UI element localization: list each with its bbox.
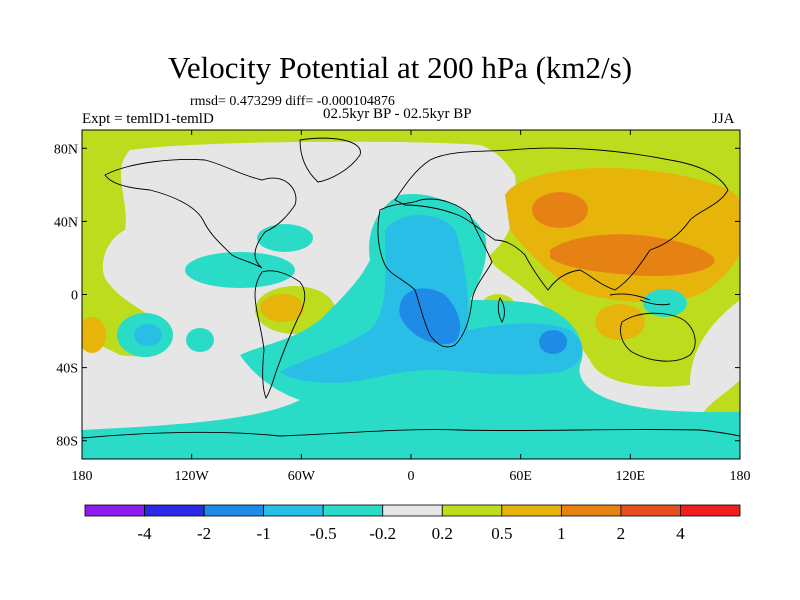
negative-strong-africa bbox=[399, 288, 461, 345]
colorbar-label: 4 bbox=[676, 524, 685, 543]
north-america-outline bbox=[104, 159, 297, 269]
positive-strong-asia bbox=[550, 234, 715, 277]
lon-tick-label: 120E bbox=[616, 469, 646, 484]
plot-title: Velocity Potential at 200 hPa (km2/s) bbox=[167, 50, 633, 85]
colorbar-swatch bbox=[84, 504, 145, 517]
greenland-outline bbox=[299, 137, 361, 183]
antarctica-outline bbox=[82, 428, 740, 439]
colorbar: -4 -2 -1 -0.5 -0.2 0.2 0.5 1 2 4 bbox=[84, 504, 741, 543]
lon-tick-label: 60W bbox=[288, 469, 316, 484]
eurasia-outline bbox=[394, 147, 729, 291]
period-label: 02.5kyr BP - 02.5kyr BP bbox=[323, 106, 472, 122]
colorbar-swatch bbox=[441, 504, 503, 517]
positive-strong-regions bbox=[532, 192, 715, 277]
colorbar-swatch bbox=[322, 504, 384, 517]
australia-outline bbox=[620, 312, 696, 362]
colorbar-label: 0.2 bbox=[432, 524, 453, 543]
colorbar-label: -0.2 bbox=[369, 524, 396, 543]
lon-tick-label: 120W bbox=[175, 469, 210, 484]
negative-weak-maritime bbox=[643, 289, 687, 317]
contour-field bbox=[82, 130, 740, 459]
lat-tick-label: 40S bbox=[56, 362, 78, 377]
colorbar-label: -1 bbox=[257, 524, 271, 543]
negative-weak-caribbean bbox=[257, 224, 313, 252]
positive-mid-south-america bbox=[260, 294, 304, 322]
africa-outline bbox=[377, 198, 493, 348]
lon-tick-label: 60E bbox=[509, 469, 532, 484]
lat-tick-label: 40N bbox=[54, 215, 78, 230]
lon-tick-label: 0 bbox=[408, 469, 415, 484]
season-label: JJA bbox=[712, 111, 735, 127]
maritime-continent-outline bbox=[609, 293, 671, 306]
colorbar-label: 1 bbox=[557, 524, 566, 543]
colorbar-swatch bbox=[680, 504, 741, 517]
colorbar-swatch bbox=[560, 504, 622, 517]
colorbar-label: 2 bbox=[617, 524, 626, 543]
colorbar-swatch bbox=[263, 504, 324, 517]
axis-ticks bbox=[81, 130, 741, 459]
colorbar-label: 0.5 bbox=[491, 524, 512, 543]
colorbar-label: -0.5 bbox=[310, 524, 337, 543]
positive-strong-central-asia bbox=[532, 192, 588, 228]
negative-mid-pacific-south bbox=[134, 324, 162, 346]
negative-weak-pacific-east bbox=[185, 252, 295, 288]
lon-tick-label: 180 bbox=[730, 469, 751, 484]
negative-weak-pacific-small bbox=[186, 328, 214, 352]
colorbar-label: -4 bbox=[137, 524, 152, 543]
colorbar-swatch bbox=[620, 504, 681, 517]
colorbar-swatch bbox=[203, 504, 265, 517]
colorbar-label: -2 bbox=[197, 524, 211, 543]
lat-tick-label: 80N bbox=[54, 142, 78, 157]
colorbar-swatch bbox=[501, 504, 562, 517]
stats-line: rmsd= 0.473299 diff= -0.000104876 bbox=[190, 94, 395, 109]
negative-strong-indian-ocean bbox=[539, 330, 567, 354]
positive-mid-indian-ocean bbox=[595, 304, 645, 340]
colorbar-swatch bbox=[144, 504, 205, 517]
lat-tick-label: 0 bbox=[71, 289, 78, 304]
axis-labels: 180 120W 60W 0 60E 120E 180 80N 40N 0 40S 80S bbox=[54, 142, 751, 484]
experiment-label: Expt = temlD1-temlD bbox=[82, 111, 214, 127]
south-america-outline bbox=[254, 270, 306, 399]
lat-tick-label: 80S bbox=[56, 435, 78, 450]
positive-mid-pacific-west bbox=[82, 317, 106, 353]
madagascar-outline bbox=[497, 297, 505, 323]
negative-strong-regions bbox=[399, 288, 567, 354]
colorbar-swatch bbox=[382, 504, 443, 517]
coastlines bbox=[82, 137, 740, 439]
lon-tick-label: 180 bbox=[72, 469, 93, 484]
